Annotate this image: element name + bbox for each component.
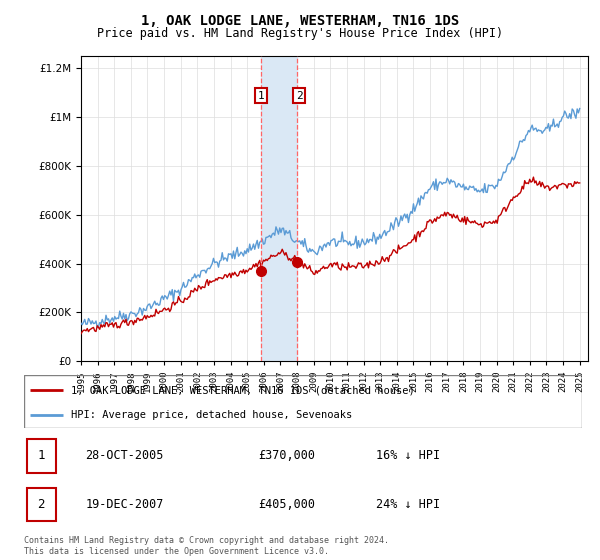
FancyBboxPatch shape — [27, 488, 56, 521]
Text: HPI: Average price, detached house, Sevenoaks: HPI: Average price, detached house, Seve… — [71, 410, 353, 420]
FancyBboxPatch shape — [27, 439, 56, 473]
Text: 16% ↓ HPI: 16% ↓ HPI — [376, 449, 440, 463]
Text: 24% ↓ HPI: 24% ↓ HPI — [376, 498, 440, 511]
Text: 1: 1 — [38, 449, 45, 463]
Text: Contains HM Land Registry data © Crown copyright and database right 2024.
This d: Contains HM Land Registry data © Crown c… — [24, 536, 389, 556]
Text: 28-OCT-2005: 28-OCT-2005 — [85, 449, 164, 463]
Text: £370,000: £370,000 — [259, 449, 316, 463]
Text: £405,000: £405,000 — [259, 498, 316, 511]
Text: 2: 2 — [38, 498, 45, 511]
Text: 1: 1 — [257, 91, 264, 101]
Text: 2: 2 — [296, 91, 302, 101]
Text: Price paid vs. HM Land Registry's House Price Index (HPI): Price paid vs. HM Land Registry's House … — [97, 27, 503, 40]
Text: 1, OAK LODGE LANE, WESTERHAM, TN16 1DS (detached house): 1, OAK LODGE LANE, WESTERHAM, TN16 1DS (… — [71, 385, 415, 395]
Text: 19-DEC-2007: 19-DEC-2007 — [85, 498, 164, 511]
Bar — [261, 56, 296, 361]
Text: 1, OAK LODGE LANE, WESTERHAM, TN16 1DS: 1, OAK LODGE LANE, WESTERHAM, TN16 1DS — [141, 14, 459, 28]
